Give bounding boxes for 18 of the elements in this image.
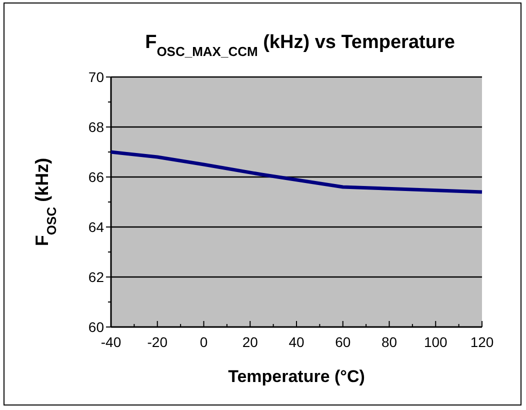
- y-tick-label: 66: [88, 168, 104, 185]
- y-tick-label: 68: [88, 118, 104, 135]
- y-tick-label: 64: [88, 218, 104, 235]
- x-tick-label: 60: [335, 334, 351, 350]
- x-tick-label: -20: [147, 334, 168, 350]
- x-tick-label: 80: [381, 334, 398, 350]
- x-tick-label: 20: [242, 334, 258, 350]
- y-tick-label: 62: [88, 268, 104, 285]
- y-tick-label: 60: [88, 318, 104, 335]
- x-tick-label: 40: [288, 334, 304, 350]
- x-tick-label: 100: [424, 334, 448, 350]
- x-tick-label: 120: [470, 334, 494, 350]
- y-tick-label: 70: [88, 68, 104, 85]
- x-tick-label: -40: [100, 334, 122, 350]
- line-series: [109, 150, 484, 194]
- x-tick-label: 0: [200, 334, 208, 350]
- x-axis-title: Temperature (°C): [228, 367, 365, 386]
- chart-title: F$_{OSC_MAX_CCM}$ (kHz) vs Temperature: [145, 32, 455, 58]
